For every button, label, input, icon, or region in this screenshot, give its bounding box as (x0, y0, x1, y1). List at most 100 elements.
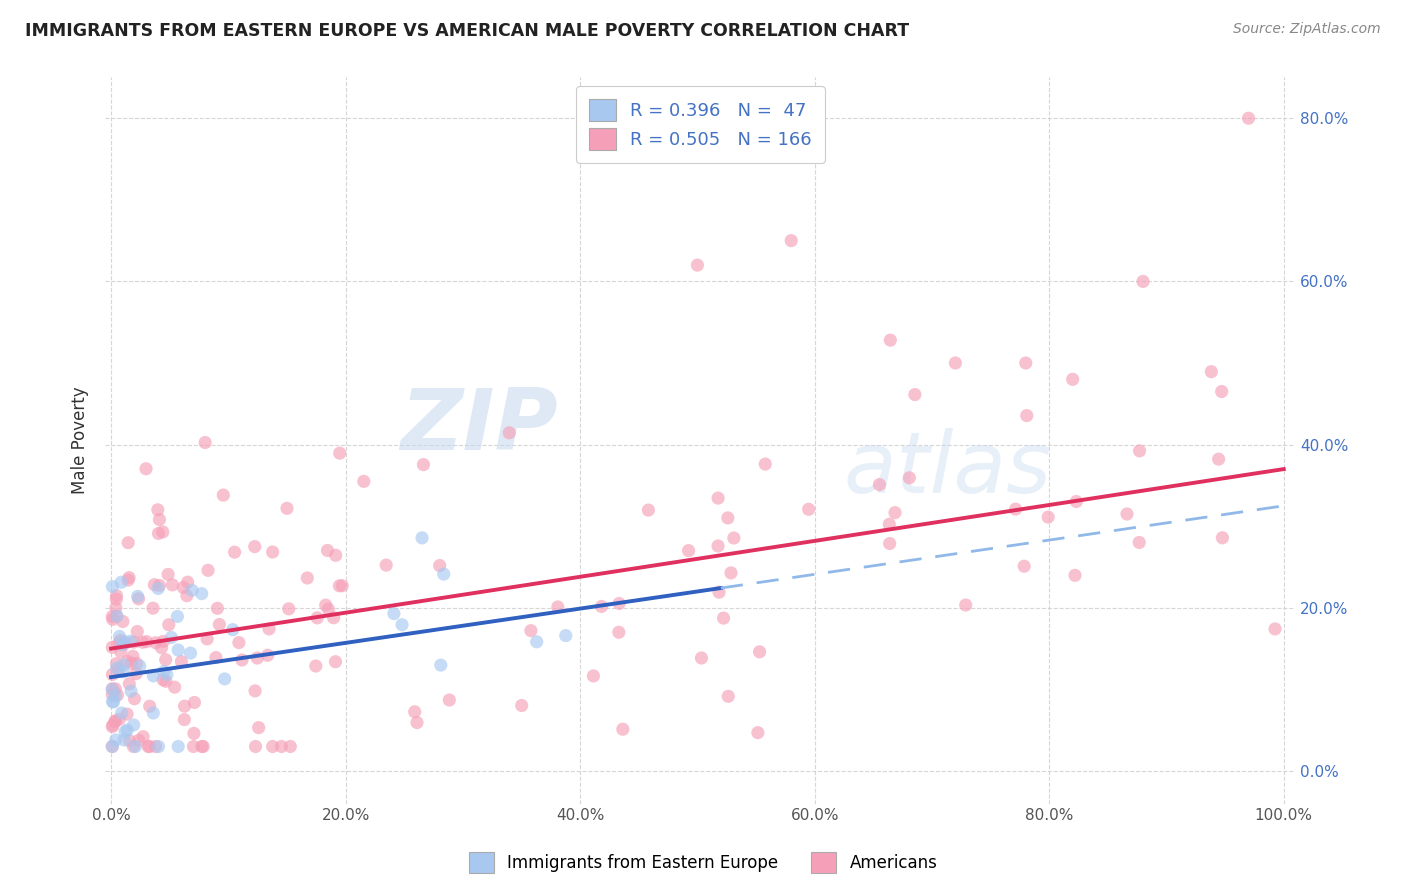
Point (720, 566, 742, 580)
Point (297, 571, 319, 585)
Point (280, 739, 302, 754)
Point (155, 653, 177, 667)
Point (117, 573, 139, 587)
Point (128, 659, 150, 673)
Point (707, 585, 730, 599)
Point (142, 669, 165, 683)
Point (612, 723, 634, 737)
Point (122, 649, 145, 664)
Point (330, 579, 353, 593)
Point (678, 543, 700, 558)
Point (228, 635, 250, 649)
Point (112, 733, 135, 747)
Point (101, 739, 124, 754)
Point (412, 458, 434, 472)
Point (105, 609, 128, 624)
Text: ZIP: ZIP (399, 384, 558, 467)
Point (107, 636, 129, 650)
Point (117, 654, 139, 668)
Point (143, 578, 166, 592)
Point (124, 739, 146, 754)
Point (375, 558, 398, 573)
Point (245, 739, 267, 754)
Point (104, 600, 127, 615)
Point (138, 739, 160, 754)
Point (128, 591, 150, 606)
Point (142, 706, 165, 720)
Point (898, 471, 921, 485)
Point (183, 739, 205, 754)
Point (176, 575, 198, 590)
Point (135, 634, 157, 648)
Point (142, 601, 165, 615)
Point (110, 633, 132, 648)
Point (305, 659, 328, 673)
Point (193, 739, 215, 754)
Point (118, 677, 141, 691)
Point (104, 714, 127, 728)
Point (156, 667, 179, 681)
Point (105, 589, 128, 603)
Point (127, 590, 149, 604)
Point (208, 617, 231, 632)
Point (429, 658, 451, 673)
Point (1038, 510, 1060, 524)
Point (157, 567, 180, 582)
Point (713, 611, 735, 625)
Point (554, 629, 576, 643)
Point (101, 718, 124, 732)
Point (124, 691, 146, 706)
Point (101, 739, 124, 754)
Point (1064, 568, 1087, 582)
Point (690, 651, 713, 665)
Point (797, 502, 820, 516)
Point (325, 549, 347, 563)
Point (328, 579, 350, 593)
Point (172, 581, 194, 595)
Point (105, 609, 128, 624)
Point (276, 501, 298, 516)
Point (112, 657, 135, 672)
Point (104, 689, 127, 703)
Point (145, 739, 167, 754)
Point (194, 435, 217, 450)
Point (101, 612, 124, 626)
Point (118, 733, 141, 747)
Point (510, 698, 533, 713)
Point (1116, 507, 1139, 521)
Point (1062, 372, 1084, 386)
Point (231, 653, 253, 667)
Point (101, 640, 124, 655)
Point (526, 635, 548, 649)
Point (167, 739, 190, 754)
Point (243, 540, 266, 554)
Point (607, 597, 630, 611)
Point (1201, 365, 1223, 379)
Point (884, 506, 907, 520)
Point (166, 609, 188, 624)
Point (1208, 452, 1230, 467)
Point (105, 661, 128, 675)
Point (120, 634, 142, 648)
Point (118, 571, 141, 585)
Point (329, 446, 352, 460)
Point (411, 531, 433, 545)
Point (325, 655, 347, 669)
Point (181, 583, 204, 598)
Point (262, 739, 284, 754)
Point (148, 739, 170, 754)
Point (120, 684, 142, 698)
Point (153, 665, 176, 679)
Point (717, 690, 740, 704)
Point (686, 258, 709, 272)
Point (152, 673, 174, 687)
Point (145, 636, 167, 650)
Point (138, 699, 160, 714)
Point (152, 634, 174, 648)
Point (111, 706, 134, 720)
Point (104, 681, 127, 696)
Y-axis label: Male Poverty: Male Poverty (72, 387, 89, 494)
Point (197, 563, 219, 577)
Point (869, 477, 891, 491)
Point (257, 622, 280, 636)
